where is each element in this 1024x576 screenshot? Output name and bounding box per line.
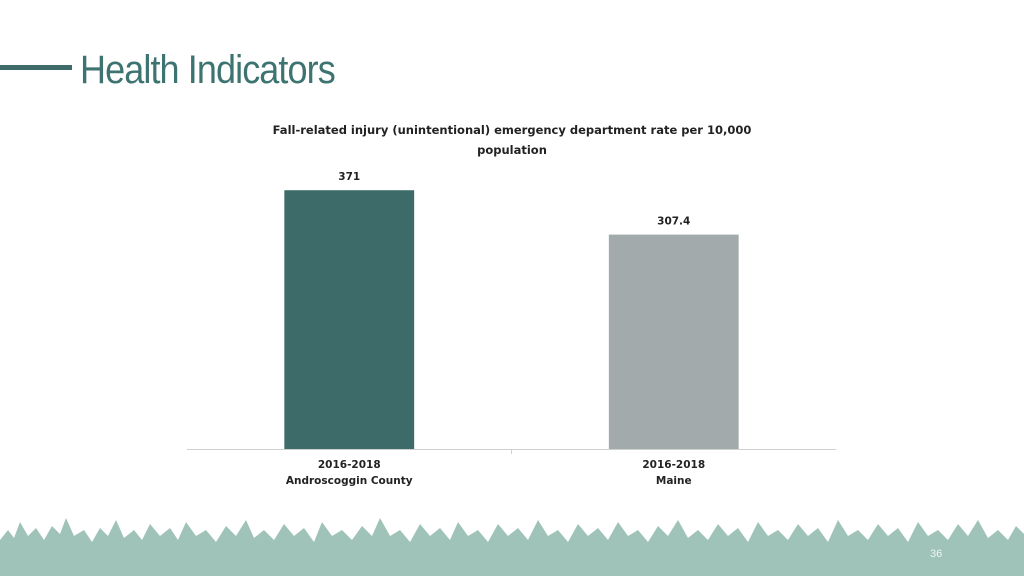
x-tick-label: 2016-2018 [642,459,705,471]
x-tick-label: 2016-2018 [318,459,381,471]
data-label: 307.4 [657,216,690,228]
tree-silhouette [0,518,1024,576]
accent-bar [0,65,72,70]
x-tick-label: Androscoggin County [286,475,413,487]
slide-title: Health Indicators [80,48,336,92]
chart-title: Fall-related injury (unintentional) emer… [272,123,752,157]
x-tick-label: Maine [656,475,692,487]
bar [608,234,739,449]
page-number: 36 [930,548,943,560]
data-label: 371 [338,171,360,183]
bar [284,190,415,450]
